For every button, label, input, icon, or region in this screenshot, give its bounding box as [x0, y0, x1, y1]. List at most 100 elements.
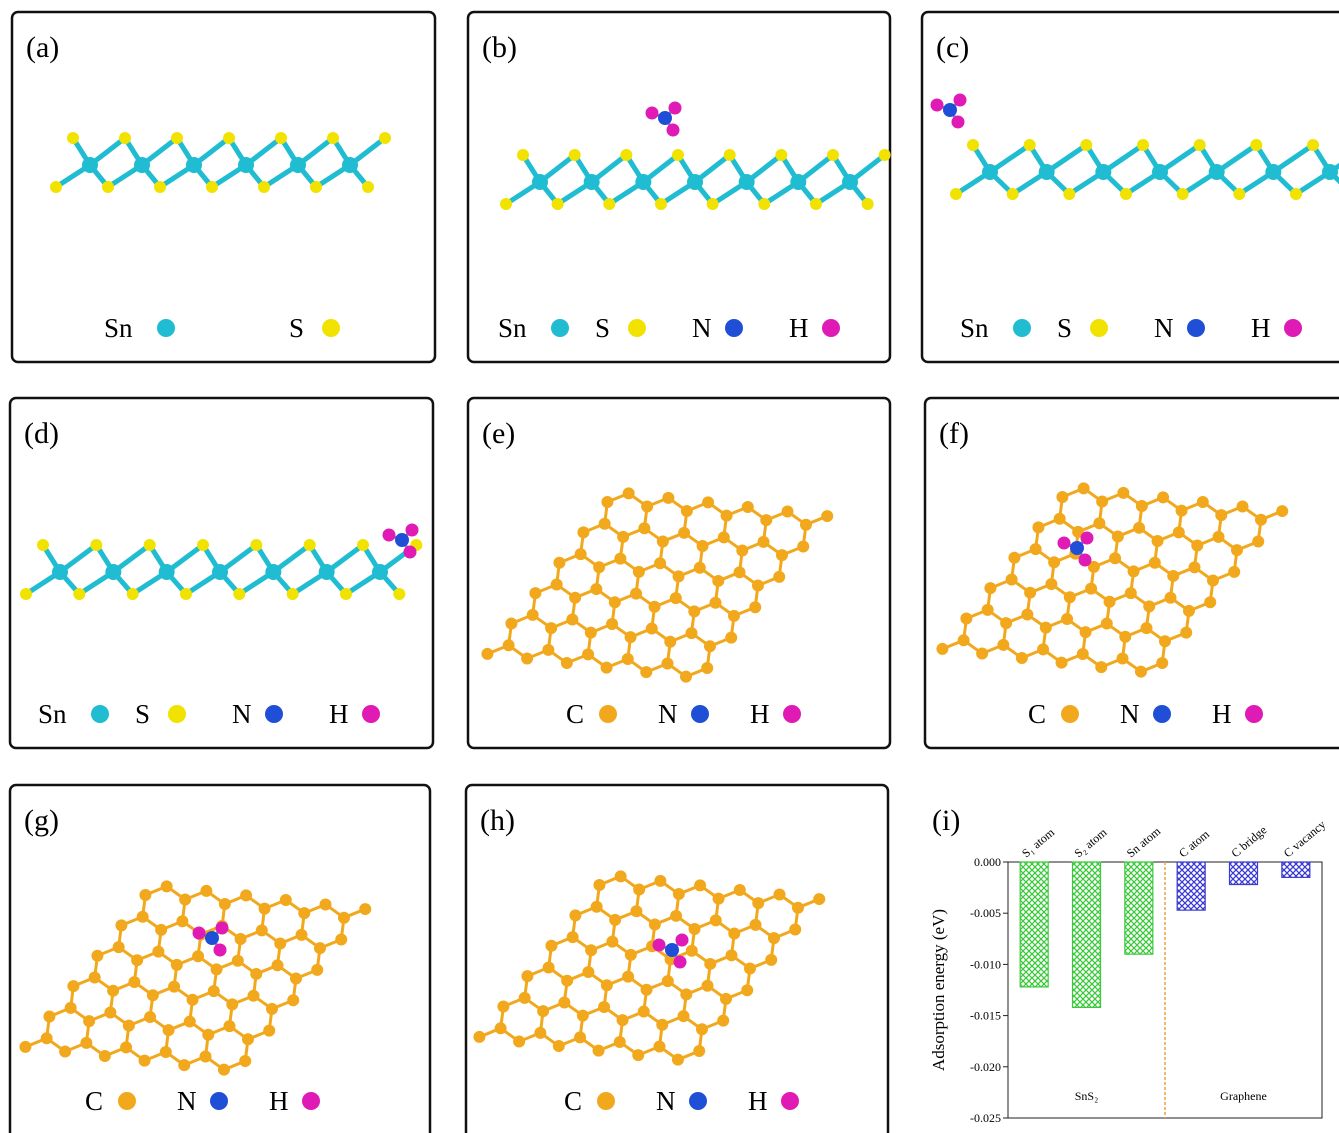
atom: [1176, 505, 1188, 517]
atom: [943, 103, 957, 117]
atom: [159, 564, 175, 580]
atom: [83, 1015, 95, 1027]
atom: [768, 932, 780, 944]
atom: [274, 938, 286, 950]
atom: [65, 1002, 77, 1014]
atom: [1152, 535, 1164, 547]
atom: [646, 623, 658, 635]
atom: [585, 944, 597, 956]
atom: [625, 631, 637, 643]
atom: [672, 149, 684, 161]
atom: [192, 950, 204, 962]
atom: [517, 149, 529, 161]
atom: [609, 914, 621, 926]
bar: [1282, 862, 1310, 877]
atom: [1159, 635, 1171, 647]
legend-swatch: [551, 319, 569, 337]
atom: [1204, 596, 1216, 608]
atom: [688, 605, 700, 617]
atom: [982, 164, 998, 180]
y-tick-label: 0.000: [974, 855, 1001, 869]
atom: [102, 181, 114, 193]
atom: [1252, 535, 1264, 547]
atom: [73, 588, 85, 600]
atom: [500, 198, 512, 210]
atom: [314, 942, 326, 954]
atom: [123, 1020, 135, 1032]
atom: [89, 972, 101, 984]
atom: [606, 618, 618, 630]
atom: [641, 501, 653, 513]
atom: [551, 579, 563, 591]
atom: [19, 1041, 31, 1053]
atom: [521, 970, 533, 982]
atom: [680, 671, 692, 683]
legend-label: N: [232, 699, 252, 729]
legend-label: N: [1120, 699, 1140, 729]
atom: [226, 998, 238, 1010]
x-tick-label: C vacancy: [1281, 817, 1329, 860]
atom: [1228, 566, 1240, 578]
panel-label: (e): [482, 417, 515, 450]
atom: [545, 622, 557, 634]
atom: [664, 636, 676, 648]
figure: (a)SnS(b)SnSNH(c)SnSNH(d)SnSNH(e)CNH(f)C…: [0, 0, 1339, 1133]
atom: [406, 524, 419, 537]
atom: [1056, 657, 1068, 669]
atom: [171, 959, 183, 971]
atom: [601, 496, 613, 508]
atom: [657, 535, 669, 547]
atom: [1016, 652, 1028, 664]
atom: [1064, 591, 1076, 603]
legend-label: Sn: [38, 699, 67, 729]
atom: [633, 884, 645, 896]
atom: [50, 181, 62, 193]
x-tick-label: Sn atom: [1124, 824, 1164, 861]
atom: [20, 588, 32, 600]
atom: [311, 964, 323, 976]
legend-swatch: [1284, 319, 1302, 337]
atom: [205, 931, 219, 945]
atom: [184, 1016, 196, 1028]
atom: [1197, 496, 1209, 508]
atom: [216, 922, 229, 935]
atom: [789, 923, 801, 935]
atom: [707, 198, 719, 210]
legend-swatch: [689, 1092, 707, 1110]
legend-label: S: [595, 313, 610, 343]
x-tick-label: C atom: [1176, 827, 1212, 861]
y-tick-label: -0.015: [970, 1009, 1001, 1023]
legend-swatch: [1153, 705, 1171, 723]
atom: [728, 610, 740, 622]
atom: [606, 936, 618, 948]
atom: [105, 564, 121, 580]
atom: [710, 914, 722, 926]
atom: [238, 157, 254, 173]
legend-swatch: [302, 1092, 320, 1110]
atom: [287, 588, 299, 600]
atom: [163, 1024, 175, 1036]
legend-label: N: [692, 313, 712, 343]
atom: [601, 979, 613, 991]
atom: [134, 157, 150, 173]
atom: [187, 994, 199, 1006]
bar: [1177, 862, 1205, 910]
atom: [91, 950, 103, 962]
atom: [670, 910, 682, 922]
atom: [958, 634, 970, 646]
atom: [1063, 188, 1075, 200]
atom: [744, 962, 756, 974]
atom: [232, 955, 244, 967]
atom: [1116, 653, 1128, 665]
atom: [704, 958, 716, 970]
y-tick-label: -0.010: [970, 957, 1001, 971]
legend-label: H: [269, 1086, 289, 1116]
atom: [954, 94, 967, 107]
atom: [1120, 188, 1132, 200]
atom: [290, 157, 306, 173]
legend-swatch: [157, 319, 175, 337]
atom: [721, 510, 733, 522]
atom: [272, 959, 284, 971]
atom: [287, 994, 299, 1006]
atom: [1101, 618, 1113, 630]
